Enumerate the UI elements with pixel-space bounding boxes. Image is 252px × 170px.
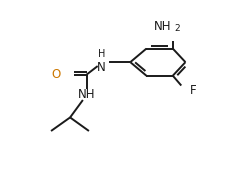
Text: O: O [51,68,60,81]
Text: NH: NH [153,20,171,33]
Text: F: F [190,84,196,97]
Text: NH: NH [78,88,96,101]
Text: 2: 2 [175,24,180,33]
Text: N: N [97,61,106,74]
Text: H: H [98,49,105,60]
